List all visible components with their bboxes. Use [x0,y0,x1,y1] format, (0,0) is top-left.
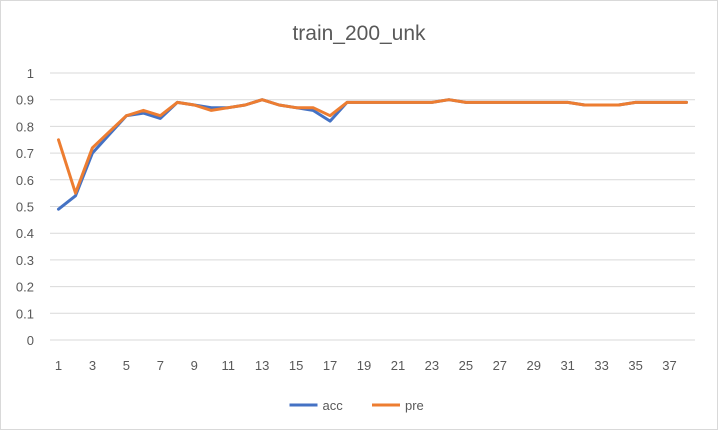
x-tick-label: 5 [123,358,130,373]
x-tick-label: 35 [628,358,642,373]
x-tick-label: 9 [191,358,198,373]
x-axis-tick-labels: 1 3 5 7 9 11 13 15 17 19 21 23 25 27 29 31 33 35 37 [55,358,677,373]
legend-label-pre: pre [405,398,424,413]
y-tick-label: 0.2 [16,280,34,295]
x-tick-label: 21 [391,358,405,373]
y-tick-label: 0.3 [16,253,34,268]
legend-label-acc: acc [323,398,344,413]
x-tick-label: 15 [289,358,303,373]
x-tick-label: 17 [323,358,337,373]
x-tick-label: 33 [594,358,608,373]
x-tick-label: 31 [560,358,574,373]
chart-title: train_200_unk [292,22,426,45]
y-tick-label: 0.7 [16,146,34,161]
y-axis-tick-labels: 0 0.1 0.2 0.3 0.4 0.5 0.6 0.7 0.8 0.9 1 [16,66,34,348]
y-tick-label: 0.8 [16,119,34,134]
y-tick-label: 1 [27,66,34,81]
series-line-acc [57,98,688,211]
x-tick-label: 25 [459,358,473,373]
gridlines [50,72,695,341]
x-tick-label: 27 [493,358,507,373]
x-tick-label: 3 [89,358,96,373]
y-tick-label: 0.6 [16,173,34,188]
y-tick-label: 0.9 [16,93,34,108]
x-tick-label: 37 [662,358,676,373]
x-tick-label: 1 [55,358,62,373]
y-tick-label: 0.4 [16,226,34,241]
x-tick-label: 23 [425,358,439,373]
y-tick-label: 0.5 [16,200,34,215]
y-tick-label: 0 [27,333,34,348]
y-tick-label: 0.1 [16,306,34,321]
series-lines [57,98,688,211]
x-tick-label: 7 [157,358,164,373]
x-tick-label: 29 [527,358,541,373]
x-tick-label: 19 [357,358,371,373]
x-tick-label: 13 [255,358,269,373]
x-tick-label: 11 [221,358,235,373]
series-line-pre [57,98,688,195]
legend: acc pre [289,398,424,413]
